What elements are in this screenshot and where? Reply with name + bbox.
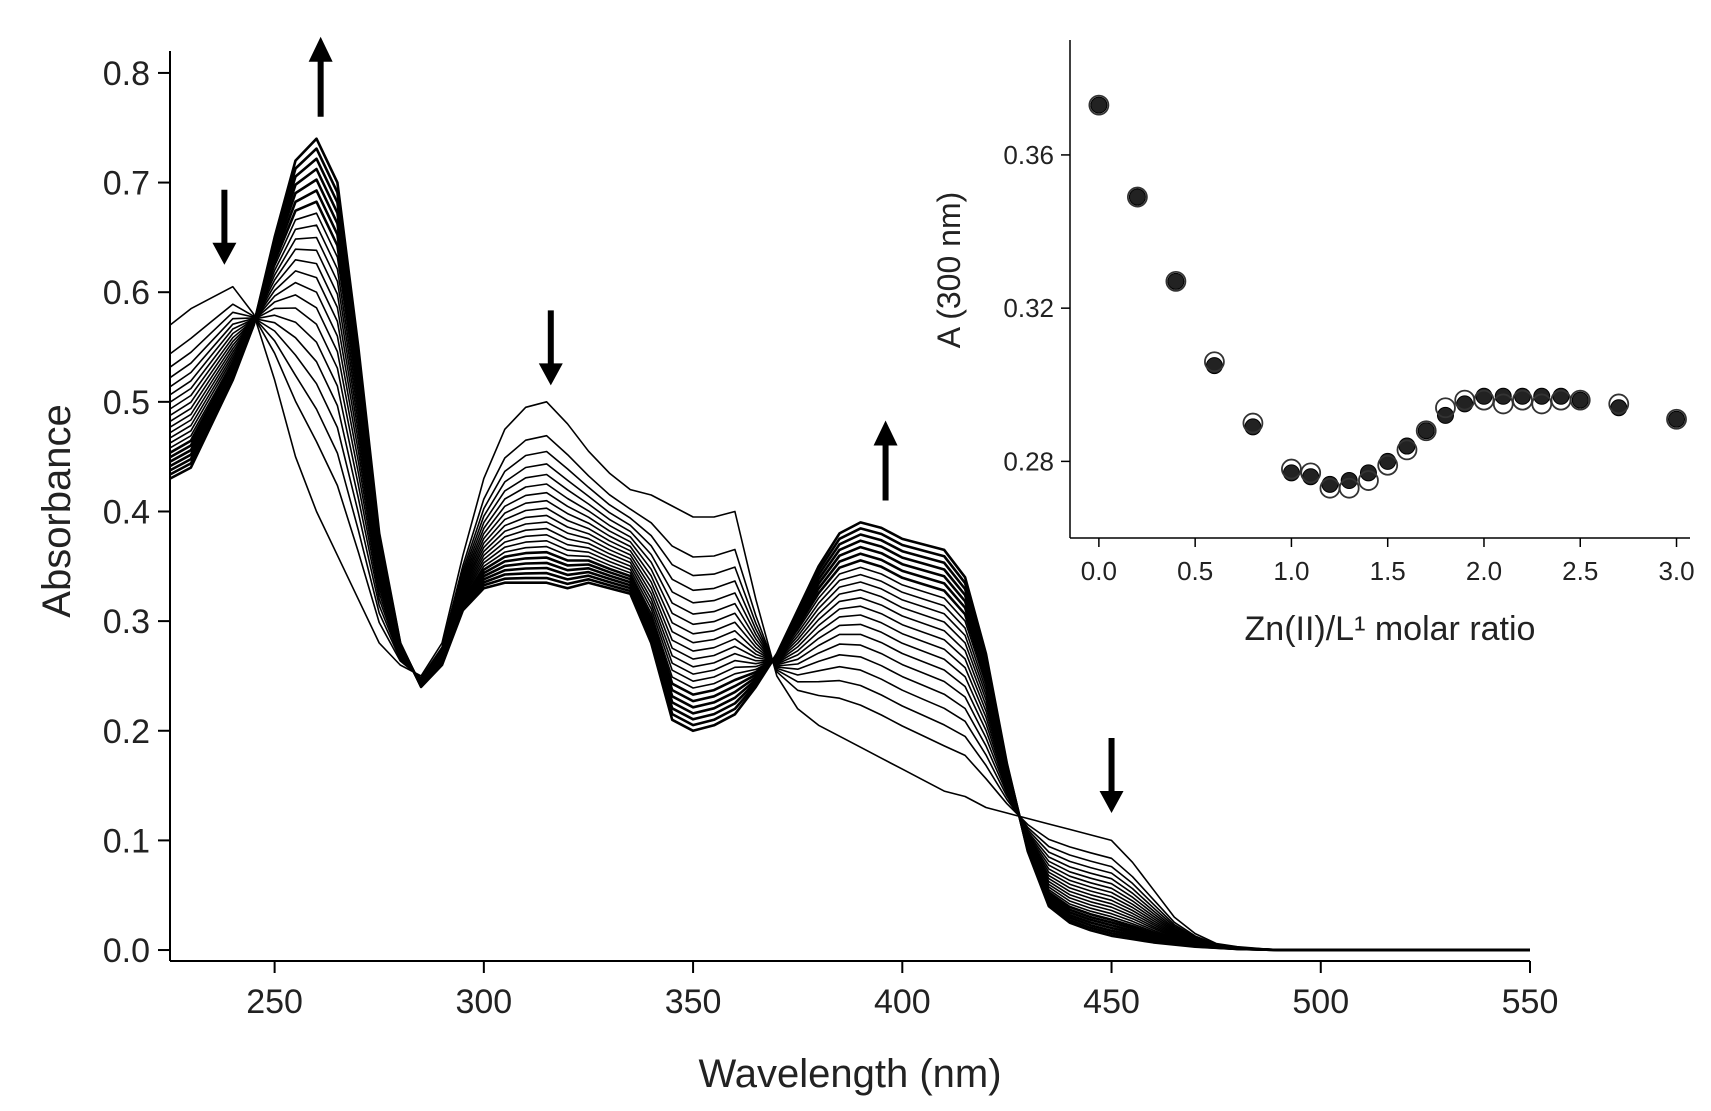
inset-y-tick-label: 0.36 [1003, 140, 1054, 170]
inset-point-open [1569, 389, 1591, 411]
inset-point-filled [1167, 272, 1185, 290]
spectrum-line [169, 303, 1530, 951]
spectrum-line [169, 317, 1530, 951]
inset-point-open [1165, 270, 1187, 292]
inset-x-tick-label: 0.5 [1177, 556, 1213, 586]
spectrum-line [169, 248, 1530, 951]
inset-x-tick-label: 1.0 [1273, 556, 1309, 586]
spectrum-line [169, 281, 1530, 951]
main-x-tick-label: 250 [246, 983, 303, 1021]
inset-y-axis-label: A (300 nm) [931, 192, 967, 349]
inset-point-open [1338, 477, 1360, 499]
arrow-down-icon [212, 189, 237, 265]
spectrum-line [169, 314, 1530, 951]
main-y-tick-label: 0.5 [103, 384, 150, 422]
spectrum-line [169, 236, 1530, 951]
inset-point-open [1126, 186, 1148, 208]
arrow-down-icon [538, 310, 563, 386]
spectrum-line [169, 224, 1530, 951]
inset-points-group [1088, 94, 1687, 499]
inset-point-open [1435, 397, 1456, 419]
main-y-axis-label: Absorbance [35, 404, 79, 617]
inset-y-tick-label: 0.32 [1003, 293, 1054, 323]
inset-point-open [1396, 439, 1418, 461]
inset-point-open [1281, 458, 1302, 480]
main-x-tick-label: 400 [874, 983, 931, 1021]
main-y-tick-label: 0.7 [103, 165, 150, 203]
spectrum-line [169, 294, 1530, 951]
inset-point-filled [1359, 464, 1377, 482]
main-series-group [169, 137, 1530, 952]
inset-x-tick-label: 1.5 [1370, 556, 1406, 586]
arrow-up-icon [308, 36, 333, 117]
main-y-tick-label: 0.1 [103, 822, 150, 860]
inset-x-tick-label: 2.5 [1562, 556, 1598, 586]
inset-point-filled [1494, 387, 1512, 405]
inset-x-axis-label: Zn(II)/L¹ molar ratio [1245, 610, 1536, 648]
inset-y-tick-label: 0.28 [1003, 446, 1054, 476]
main-y-tick-label: 0.6 [103, 274, 150, 312]
inset-point-filled [1571, 391, 1589, 409]
inset-point-open [1204, 351, 1225, 373]
inset-point-open [1531, 393, 1553, 415]
main-y-tick-label: 0.8 [103, 55, 150, 93]
main-x-tick-label: 550 [1502, 983, 1559, 1021]
inset-x-tick-label: 2.0 [1466, 556, 1502, 586]
inset-point-filled [1436, 406, 1454, 424]
main-x-ticks: 250 300 350 400 450 500 550 [246, 961, 1558, 1021]
inset-point-filled [1668, 410, 1686, 428]
arrow-down-icon [1099, 737, 1124, 813]
inset-point-filled [1533, 387, 1551, 405]
inset-point-open [1608, 393, 1630, 415]
spectrum-line [169, 258, 1530, 951]
main-x-tick-label: 300 [455, 983, 512, 1021]
inset-point-open [1358, 470, 1379, 491]
main-y-ticks: 0.0 0.1 0.2 0.3 0.4 0.5 0.6 0.7 0.8 [103, 55, 170, 970]
spectrum-line [169, 270, 1530, 951]
spectrum-initial [169, 285, 1530, 951]
main-x-tick-label: 350 [665, 983, 722, 1021]
inset-point-open [1300, 462, 1322, 484]
main-y-tick-label: 0.4 [103, 493, 150, 531]
inset-point-open [1492, 393, 1514, 415]
inset-point-open [1473, 389, 1495, 411]
main-y-tick-label: 0.3 [103, 603, 150, 641]
main-x-tick-label: 500 [1292, 983, 1349, 1021]
inset-chart: 0.0 0.5 1.0 1.5 2.0 2.5 3.0 0.28 0.32 0.36 Zn(II… [931, 40, 1695, 648]
inset-x-ticks: 0.0 0.5 1.0 1.5 2.0 2.5 3.0 [1081, 538, 1695, 586]
inset-x-tick-label: 0.0 [1081, 556, 1117, 586]
inset-point-filled [1340, 472, 1358, 490]
main-arrows-group [212, 36, 1124, 813]
inset-x-tick-label: 3.0 [1658, 556, 1694, 586]
main-y-tick-label: 0.0 [103, 932, 150, 970]
spectrum-line [169, 307, 1530, 951]
inset-point-filled [1417, 422, 1435, 440]
spectrum-line [169, 311, 1530, 951]
inset-point-open [1666, 408, 1687, 430]
inset-point-open [1242, 412, 1264, 434]
main-chart: 250 300 350 400 450 500 550 0.0 0.1 0.2 0.3 0.4 0.5… [35, 36, 1558, 1096]
inset-point-filled [1128, 188, 1146, 206]
main-y-tick-label: 0.2 [103, 713, 150, 751]
inset-y-ticks: 0.28 0.32 0.36 [1003, 140, 1070, 476]
main-x-axis-label: Wavelength (nm) [698, 1052, 1001, 1096]
inset-point-filled [1090, 96, 1108, 114]
inset-point-open [1377, 454, 1399, 476]
arrow-up-icon [873, 420, 898, 501]
inset-point-open [1512, 389, 1533, 411]
spectrum-final [169, 137, 1530, 952]
spectrum-line [169, 317, 1530, 951]
inset-point-open [1088, 94, 1110, 116]
inset-point-open [1415, 420, 1437, 442]
main-x-tick-label: 450 [1083, 983, 1140, 1021]
